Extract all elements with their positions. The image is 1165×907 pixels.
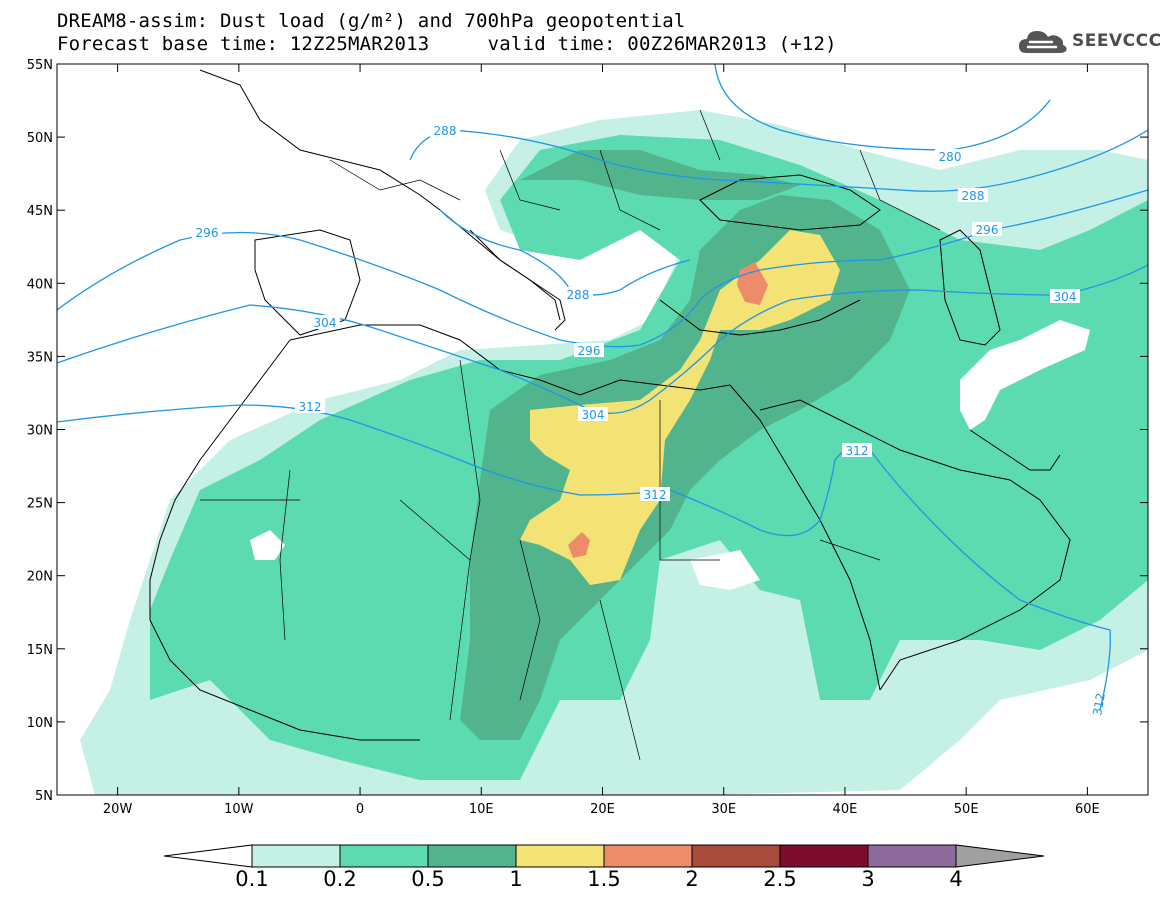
contour-312-a <box>57 404 1111 711</box>
dust-hole-west <box>250 530 285 560</box>
colorbar-label: 2 <box>685 867 698 891</box>
colorbar-swatch <box>251 844 341 868</box>
contour-304-a <box>57 264 1148 414</box>
dust-area-1 <box>520 230 840 585</box>
colorbar-label: 0.5 <box>411 867 444 891</box>
colorbar-label: 2.5 <box>763 867 796 891</box>
coastline-black-sea <box>699 174 881 231</box>
contour-label: 296 <box>578 344 601 358</box>
colorbar-over-arrow <box>955 844 1045 868</box>
coastline-caspian <box>939 229 1001 346</box>
lon-label: 20E <box>590 802 615 817</box>
country-borders-africa <box>200 359 881 761</box>
lat-label: 5N <box>35 789 53 804</box>
lon-label: 0 <box>356 802 364 817</box>
coastline-persian-gulf <box>969 429 1061 471</box>
contour-label: 304 <box>582 408 605 422</box>
brand-logo: SEEVCCC <box>1018 26 1162 56</box>
contour-280 <box>714 64 1051 151</box>
contour-label: 288 <box>434 124 457 138</box>
colorbar-label: 0.2 <box>323 867 356 891</box>
lat-label: 20N <box>27 570 53 585</box>
colorbar-swatch <box>515 844 605 868</box>
dust-field <box>80 110 1148 795</box>
contour-label: 296 <box>976 223 999 237</box>
contour-288-a <box>409 129 1148 192</box>
contour-labels: 288 280 288 296 296 304 304 288 296 312 … <box>192 123 1108 717</box>
lat-label: 55N <box>27 58 53 73</box>
coastline-africa-north <box>289 324 731 396</box>
colorbar-label: 3 <box>861 867 874 891</box>
contour-label: 296 <box>196 226 219 240</box>
lon-label: 60E <box>1075 802 1100 817</box>
colorbar-label: 4 <box>949 867 962 891</box>
forecast-time-line: Forecast base time: 12Z25MAR2013 valid t… <box>57 33 837 55</box>
lat-label: 10N <box>27 716 53 731</box>
contour-label: 304 <box>1054 290 1077 304</box>
lon-label: 40E <box>833 802 858 817</box>
lat-label: 45N <box>27 204 53 219</box>
contour-label: 288 <box>962 189 985 203</box>
dust-area-0.5 <box>460 195 910 740</box>
contour-label: 304 <box>314 316 337 330</box>
coastline-africa-west <box>149 339 420 741</box>
dust-load-colorbar: 0.1 0.2 0.5 1 1.5 2 2.5 3 4 <box>163 844 1045 891</box>
lon-label: 20W <box>103 802 133 817</box>
contour-label: 280 <box>939 150 962 164</box>
latitude-axis: 55N 50N 45N 40N 35N 30N 25N 20N 15N 10N 5N <box>27 58 1148 804</box>
dust-area-0.5-north <box>520 150 800 200</box>
lat-label: 50N <box>27 131 53 146</box>
colorbar-swatch <box>691 844 781 868</box>
contour-label: 312 <box>1090 692 1108 717</box>
lat-label: 25N <box>27 497 53 512</box>
colorbar-label: 1 <box>509 867 522 891</box>
contour-label: 312 <box>299 400 322 414</box>
colorbar-swatch <box>603 844 693 868</box>
lat-label: 30N <box>27 424 53 439</box>
lon-label: 30E <box>711 802 736 817</box>
colorbar-swatch <box>427 844 517 868</box>
coastline-italy <box>469 229 566 331</box>
contour-label: 312 <box>644 488 667 502</box>
lon-label: 10E <box>469 802 494 817</box>
colorbar-swatch <box>339 844 429 868</box>
colorbar-label: 0.1 <box>235 867 268 891</box>
colorbar-under-arrow <box>163 844 253 868</box>
cloud-icon <box>1019 31 1067 53</box>
contour-label: 312 <box>846 444 869 458</box>
lat-label: 35N <box>27 350 53 365</box>
colorbar-label: 1.5 <box>587 867 620 891</box>
dust-area-1.5-east <box>737 262 768 305</box>
coastline-arabia <box>759 399 1071 691</box>
dust-area-1.5-south <box>568 532 590 558</box>
lon-label: 10W <box>224 802 254 817</box>
brand-name: SEEVCCC <box>1072 31 1162 51</box>
lon-label: 50E <box>954 802 979 817</box>
coastline-anatolia <box>659 299 861 336</box>
colorbar-swatch <box>867 844 957 868</box>
lat-label: 40N <box>27 277 53 292</box>
colorbar-swatch <box>779 844 869 868</box>
country-borders-europe <box>329 109 941 231</box>
dust-hole-caspian <box>960 320 1090 430</box>
contour-296-a <box>57 189 1148 348</box>
contour-label: 288 <box>567 288 590 302</box>
map-title: DREAM8-assim: Dust load (g/m²) and 700hP… <box>57 10 686 32</box>
longitude-axis: 20W 10W 0 10E 20E 30E 40E 50E 60E <box>103 64 1100 817</box>
lat-label: 15N <box>27 643 53 658</box>
